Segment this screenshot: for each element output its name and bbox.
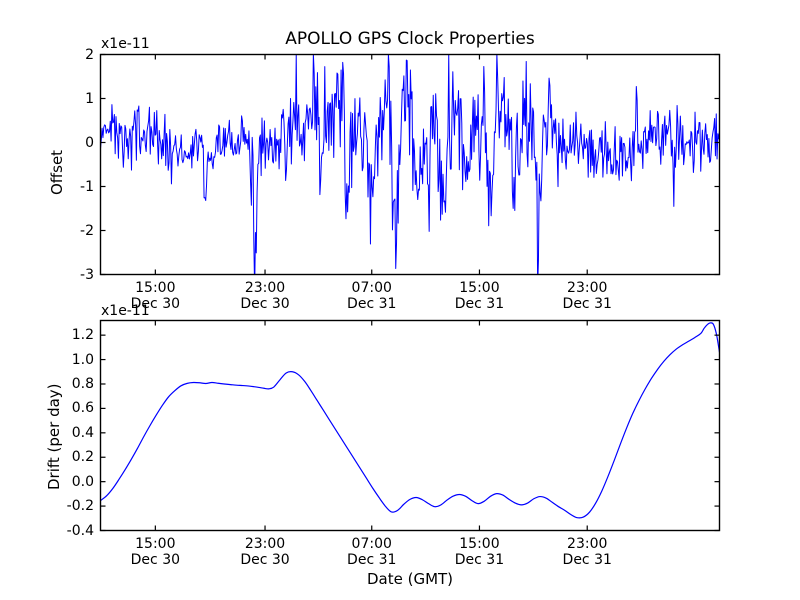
- page-title: APOLLO GPS Clock Properties: [285, 29, 535, 49]
- offset-x-tick-time: 23:00: [244, 279, 286, 296]
- drift-axes-frame: [99, 319, 721, 532]
- drift-x-tick-date: Dec 30: [240, 551, 290, 568]
- drift-y-tick-label: 0.6: [71, 400, 94, 417]
- offset-x-tick-date: Dec 30: [240, 295, 290, 312]
- drift-x-tick-date: Dec 31: [562, 551, 612, 568]
- offset-x-tick-time: 23:00: [567, 279, 608, 296]
- drift-axes: [99, 319, 721, 532]
- offset-y-tick-label: 0: [85, 134, 94, 151]
- drift-y-tick-label: 0.2: [71, 449, 94, 466]
- drift-y-tick-label: 0.0: [71, 473, 94, 490]
- offset-axis-exponent-label: x1e-11: [101, 36, 150, 52]
- offset-y-tick-label: -1: [80, 178, 94, 195]
- offset-y-tick-label: -3: [80, 266, 94, 283]
- drift-y-tick-label: 0.8: [71, 375, 94, 392]
- offset-x-tick-date: Dec 31: [454, 295, 505, 312]
- offset-x-tick-label: 23:00 Dec 30: [240, 280, 289, 312]
- offset-x-tick-date: Dec 30: [130, 295, 181, 312]
- drift-x-tick-time: 23:00: [244, 535, 286, 552]
- offset-x-tick-date: Dec 31: [562, 295, 612, 312]
- offset-y-tick-label: 2: [85, 46, 94, 63]
- offset-data-line: [100, 54, 720, 275]
- offset-x-tick-date: Dec 31: [347, 295, 397, 312]
- drift-y-tick-label: 1.2: [71, 327, 94, 344]
- offset-x-tick-label: 07:00 Dec 31: [347, 280, 396, 312]
- drift-x-tick-time: 15:00: [459, 535, 500, 552]
- drift-x-tick-time: 23:00: [567, 535, 608, 552]
- drift-x-tick-date: Dec 31: [454, 551, 505, 568]
- drift-plot-background: [100, 320, 720, 531]
- offset-axes-frame: [99, 53, 721, 276]
- offset-x-tick-time: 15:00: [459, 279, 500, 296]
- drift-x-tick-time: 07:00: [351, 535, 392, 552]
- drift-y-tick-label: -0.2: [66, 498, 94, 515]
- drift-x-tick-label: 23:00 Dec 30: [240, 536, 289, 568]
- offset-axes: [99, 53, 721, 276]
- drift-y-tick-label: 1.0: [71, 351, 94, 368]
- drift-x-tick-label: 15:00 Dec 30: [131, 536, 180, 568]
- offset-x-tick-time: 15:00: [135, 279, 176, 296]
- drift-x-tick-date: Dec 31: [347, 551, 397, 568]
- drift-y-tick-label: 0.4: [71, 424, 94, 441]
- drift-x-tick-label: 23:00 Dec 31: [563, 536, 612, 568]
- drift-data-line: [100, 322, 720, 519]
- drift-x-tick-time: 15:00: [135, 535, 176, 552]
- drift-x-tick-label: 07:00 Dec 31: [347, 536, 396, 568]
- drift-axis-exponent-label: x1e-11: [101, 303, 150, 319]
- offset-x-tick-label: 23:00 Dec 31: [563, 280, 612, 312]
- x-axis-label: Date (GMT): [366, 570, 454, 588]
- offset-x-tick-time: 07:00: [351, 279, 392, 296]
- offset-x-tick-label: 15:00 Dec 31: [455, 280, 504, 312]
- drift-x-tick-date: Dec 30: [130, 551, 181, 568]
- drift-x-tick-label: 15:00 Dec 31: [455, 536, 504, 568]
- offset-y-tick-label: -2: [80, 222, 94, 239]
- drift-y-tick-label: -0.4: [66, 522, 94, 539]
- offset-x-tick-label: 15:00 Dec 30: [131, 280, 180, 312]
- offset-y-tick-label: 1: [85, 90, 94, 107]
